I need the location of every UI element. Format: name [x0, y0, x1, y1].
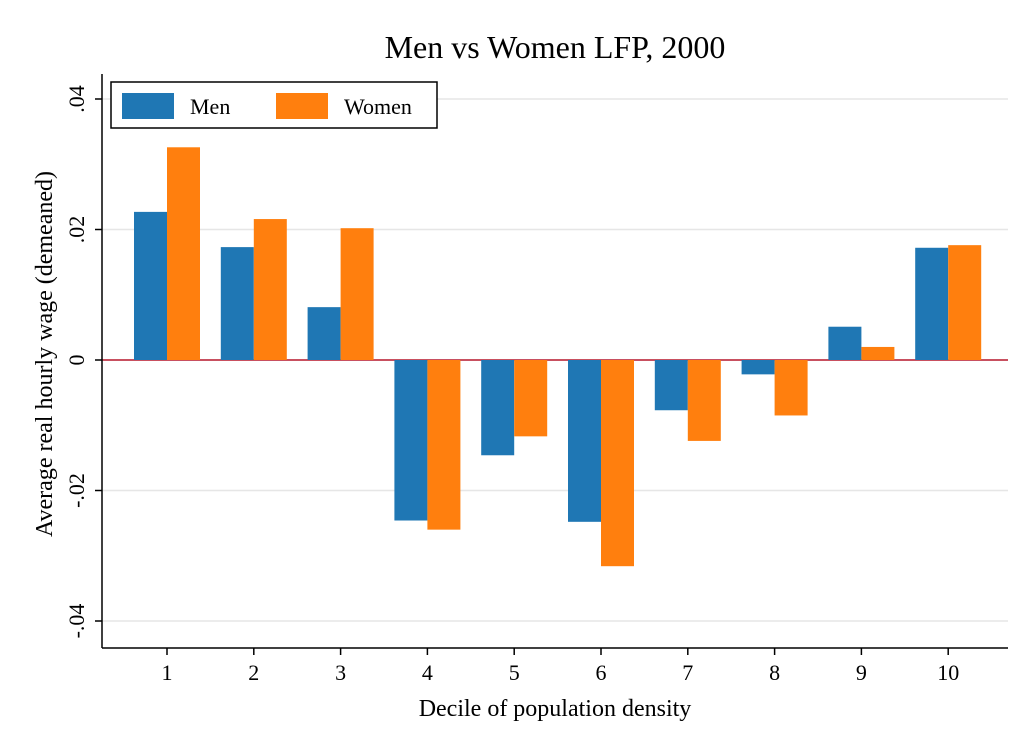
x-tick-label: 9: [856, 660, 867, 685]
bar-men-4: [394, 360, 428, 521]
bar-women-6: [601, 360, 634, 567]
y-axis-label: Average real hourly wage (demeaned): [32, 171, 58, 537]
bar-men-3: [307, 307, 341, 360]
x-tick-label: 6: [596, 660, 607, 685]
bar-women-3: [340, 228, 374, 360]
chart-title: Men vs Women LFP, 2000: [385, 29, 726, 65]
bar-men-5: [481, 360, 515, 456]
bar-women-7: [687, 360, 721, 441]
x-tick-label: 8: [769, 660, 780, 685]
bar-women-4: [427, 360, 461, 530]
legend-label-men: Men: [190, 94, 230, 119]
bar-men-6: [568, 360, 601, 522]
y-ticks: -.04 -.02 0 .02 .04: [64, 85, 102, 638]
legend-label-women: Women: [344, 94, 412, 119]
bar-women-2: [253, 219, 287, 360]
x-tick-label: 2: [248, 660, 259, 685]
x-tick-label: 10: [937, 660, 959, 685]
legend: Men Women: [110, 81, 438, 129]
legend-swatch-women: [276, 93, 328, 119]
x-axis-label: Decile of population density: [419, 696, 692, 722]
y-tick-label: .04: [64, 85, 89, 113]
y-tick-label: -.04: [64, 604, 89, 639]
bar-men-8: [741, 360, 775, 375]
bar-women-5: [514, 360, 548, 437]
bar-women-10: [948, 245, 982, 360]
bar-men-9: [828, 326, 862, 360]
x-tick-label: 4: [422, 660, 433, 685]
x-tick-label: 3: [335, 660, 346, 685]
x-tick-label: 7: [682, 660, 693, 685]
bar-men-7: [654, 360, 688, 411]
bar-men-1: [134, 211, 167, 360]
bars: [134, 147, 982, 567]
y-tick-label: -.02: [64, 473, 89, 508]
x-ticks: 1 2 3 4 5 6 7 8 9 10: [162, 648, 959, 685]
x-tick-label: 1: [162, 660, 173, 685]
bar-women-8: [774, 360, 808, 416]
x-tick-label: 5: [509, 660, 520, 685]
y-tick-label: 0: [64, 355, 89, 366]
bar-women-9: [861, 346, 895, 360]
y-tick-label: .02: [64, 216, 89, 244]
bar-women-1: [167, 147, 200, 360]
bar-men-10: [915, 247, 949, 360]
legend-swatch-men: [122, 93, 174, 119]
bar-men-2: [220, 247, 254, 360]
